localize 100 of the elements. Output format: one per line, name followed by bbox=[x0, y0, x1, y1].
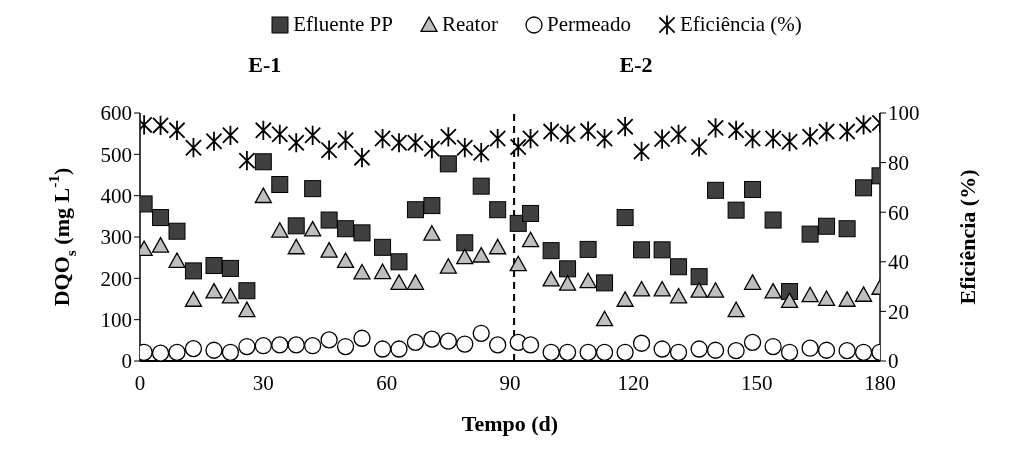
point bbox=[706, 282, 725, 298]
point bbox=[472, 142, 490, 164]
point bbox=[238, 337, 256, 356]
point bbox=[579, 343, 597, 361]
point bbox=[633, 241, 651, 259]
point bbox=[690, 282, 708, 298]
point bbox=[423, 330, 441, 348]
point bbox=[801, 126, 819, 148]
point bbox=[595, 310, 614, 327]
point bbox=[616, 116, 634, 138]
y-tick-label: 200 bbox=[100, 266, 132, 291]
point bbox=[271, 123, 289, 145]
y2-axis-title: Eficiência (%) bbox=[955, 169, 981, 305]
point bbox=[690, 340, 708, 358]
point bbox=[320, 241, 338, 258]
point bbox=[764, 337, 782, 356]
point bbox=[818, 121, 836, 143]
point bbox=[489, 336, 507, 354]
point bbox=[287, 132, 305, 154]
point bbox=[423, 225, 441, 241]
point bbox=[817, 290, 836, 307]
point bbox=[542, 121, 560, 143]
point bbox=[743, 333, 762, 352]
point bbox=[653, 280, 671, 297]
point bbox=[706, 341, 725, 359]
point bbox=[616, 209, 634, 227]
point bbox=[669, 287, 688, 304]
point bbox=[542, 343, 560, 361]
point bbox=[854, 343, 873, 361]
point bbox=[472, 324, 490, 342]
y-tick-label: 600 bbox=[100, 101, 132, 126]
point bbox=[522, 128, 540, 150]
point bbox=[353, 224, 371, 242]
point bbox=[707, 181, 725, 199]
point bbox=[373, 340, 392, 358]
point bbox=[489, 128, 507, 150]
point bbox=[287, 238, 305, 255]
point bbox=[838, 121, 856, 143]
point bbox=[205, 341, 223, 359]
point bbox=[287, 336, 305, 354]
point bbox=[764, 128, 782, 150]
point bbox=[817, 341, 836, 359]
point bbox=[838, 342, 856, 360]
point bbox=[542, 270, 560, 287]
point bbox=[596, 128, 614, 150]
y2-tick-label: 40 bbox=[888, 250, 909, 275]
y-tick-label: 400 bbox=[100, 184, 132, 209]
point bbox=[456, 137, 474, 159]
point bbox=[320, 331, 338, 349]
point bbox=[390, 253, 408, 271]
point bbox=[390, 132, 408, 154]
point bbox=[152, 114, 170, 136]
point bbox=[151, 344, 170, 361]
point bbox=[238, 150, 256, 172]
x-tick-label: 120 bbox=[617, 370, 650, 395]
y2-tick-label: 80 bbox=[888, 151, 909, 176]
point bbox=[489, 238, 507, 255]
point bbox=[238, 301, 256, 318]
point bbox=[801, 225, 819, 243]
point bbox=[184, 339, 203, 358]
point bbox=[406, 201, 424, 219]
point bbox=[632, 280, 651, 297]
point bbox=[304, 124, 322, 146]
point bbox=[727, 342, 745, 360]
point bbox=[670, 123, 688, 145]
point bbox=[764, 282, 782, 299]
point bbox=[558, 275, 577, 291]
legend-label: Eficiência (%) bbox=[679, 12, 802, 37]
point bbox=[456, 335, 474, 353]
point bbox=[406, 333, 425, 352]
point bbox=[818, 217, 836, 235]
point bbox=[559, 123, 577, 145]
point bbox=[336, 252, 355, 269]
point bbox=[616, 291, 634, 307]
point bbox=[254, 153, 272, 171]
y2-tick-label: 100 bbox=[888, 101, 920, 126]
point bbox=[423, 138, 441, 160]
point bbox=[271, 176, 289, 194]
legend-label: Reator bbox=[441, 12, 498, 37]
point bbox=[472, 246, 490, 263]
point bbox=[521, 336, 540, 354]
point bbox=[337, 220, 355, 238]
point bbox=[653, 241, 671, 259]
point bbox=[374, 238, 392, 256]
point bbox=[616, 343, 634, 361]
point bbox=[205, 257, 223, 275]
point bbox=[304, 337, 322, 355]
x-tick-label: 150 bbox=[740, 370, 773, 395]
point bbox=[221, 287, 240, 304]
y2-tick-label: 20 bbox=[888, 299, 909, 324]
y2-tick-label: 60 bbox=[888, 200, 909, 225]
point bbox=[509, 255, 527, 272]
point bbox=[439, 332, 457, 350]
point bbox=[781, 131, 799, 153]
point bbox=[472, 177, 490, 195]
point bbox=[596, 274, 614, 292]
point bbox=[353, 263, 371, 280]
point bbox=[423, 197, 441, 215]
point bbox=[287, 217, 305, 235]
point bbox=[151, 237, 170, 253]
